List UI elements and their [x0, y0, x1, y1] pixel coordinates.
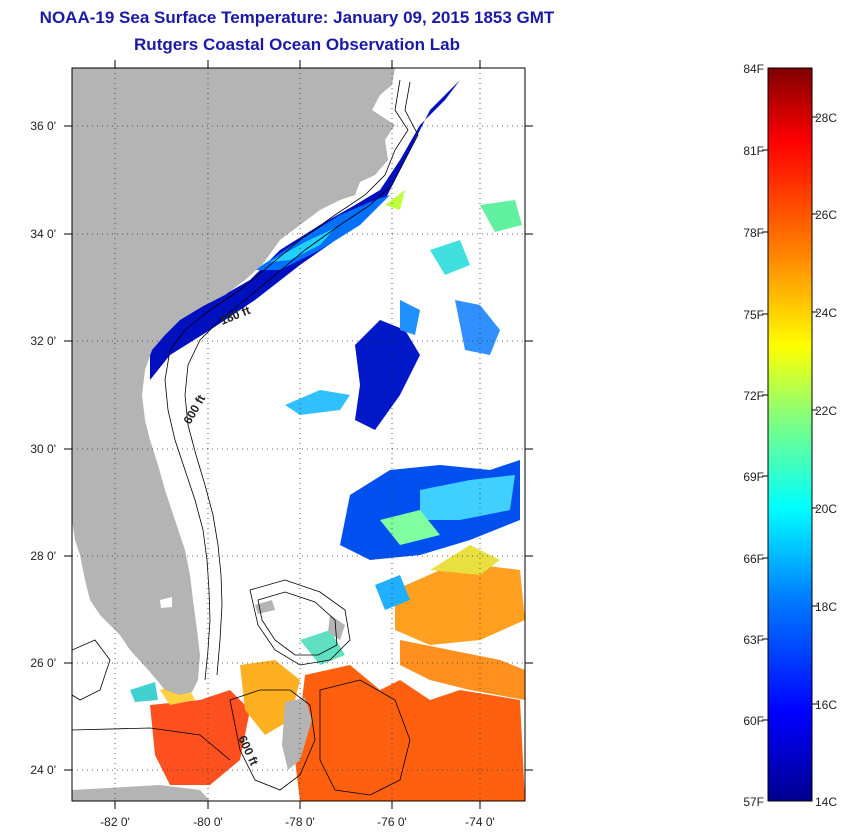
colorbar-ticks	[762, 116, 818, 721]
lat-label: 36 0'	[30, 119, 56, 133]
lat-label: 28 0'	[30, 549, 56, 563]
lat-label: 32 0'	[30, 334, 56, 348]
colorbar-label-c: 28C	[815, 111, 837, 125]
ticks	[64, 60, 533, 809]
lat-label: 24 0'	[30, 763, 56, 777]
colorbar-label-f: 63F	[743, 633, 764, 647]
colorbar-label-f: 84F	[743, 62, 764, 76]
map-area: 180 ft 600 ft 600 ft	[72, 68, 525, 801]
colorbar-label-f: 57F	[743, 795, 764, 809]
lat-label: 30 0'	[30, 442, 56, 456]
lat-label: 26 0'	[30, 656, 56, 670]
lon-label: -76 0'	[377, 815, 407, 829]
colorbar-label-f: 72F	[743, 389, 764, 403]
colorbar-label-c: 24C	[815, 306, 837, 320]
colorbar-celsius-labels: 28C 26C 24C 22C 20C 18C 16C 14C	[815, 111, 837, 809]
colorbar-label-f: 81F	[743, 144, 764, 158]
contour-180ft	[164, 79, 409, 681]
colorbar-label-c: 26C	[815, 208, 837, 222]
colorbar-label-c: 14C	[815, 795, 837, 809]
colorbar-label-c: 22C	[815, 404, 837, 418]
colorbar-gradient	[767, 67, 813, 802]
colorbar-label-f: 66F	[743, 552, 764, 566]
colorbar-label-c: 20C	[815, 502, 837, 516]
graticule	[72, 68, 525, 801]
colorbar-label-c: 18C	[815, 600, 837, 614]
colorbar-fahrenheit-labels: 84F 81F 78F 75F 72F 69F 66F 63F 60F 57F	[743, 62, 764, 809]
lon-labels: -82 0' -80 0' -78 0' -76 0' -74 0'	[100, 815, 495, 829]
contour-600ft	[184, 81, 419, 676]
lon-label: -82 0'	[100, 815, 130, 829]
contours	[72, 79, 419, 796]
lat-label: 34 0'	[30, 227, 56, 241]
map-title: NOAA-19 Sea Surface Temperature: January…	[39, 8, 555, 27]
lon-label: -74 0'	[465, 815, 495, 829]
map-frame	[71, 67, 526, 802]
colorbar-label-f: 75F	[743, 308, 764, 322]
andros-island	[282, 698, 312, 770]
colorbar: 84F 81F 78F 75F 72F 69F 66F 63F 60F 57F …	[743, 62, 837, 809]
sst-data	[130, 80, 525, 801]
lon-label: -78 0'	[285, 815, 315, 829]
colorbar-label-f: 69F	[743, 470, 764, 484]
map-subtitle: Rutgers Coastal Ocean Observation Lab	[134, 35, 460, 54]
colorbar-label-f: 60F	[743, 714, 764, 728]
colorbar-label-c: 16C	[815, 698, 837, 712]
lon-label: -80 0'	[193, 815, 223, 829]
land	[72, 68, 395, 801]
colorbar-label-f: 78F	[743, 226, 764, 240]
lat-labels: 36 0' 34 0' 32 0' 30 0' 28 0' 26 0' 24 0…	[30, 119, 56, 777]
